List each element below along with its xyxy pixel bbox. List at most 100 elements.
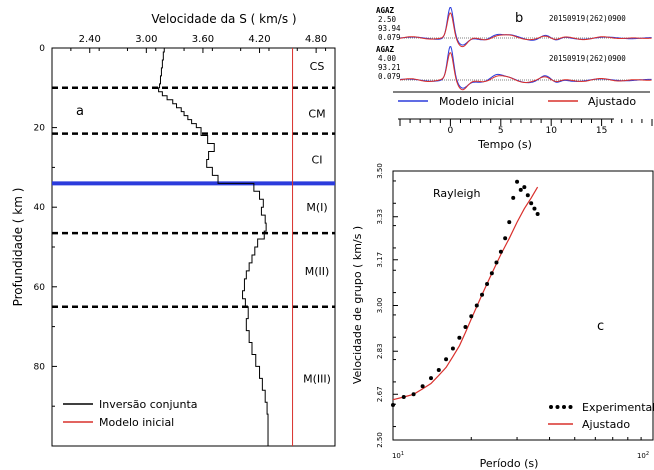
- time-tick-label-1: 5: [498, 126, 504, 136]
- experimental-point-8: [457, 335, 462, 340]
- y-tick-label-3: 60: [34, 283, 46, 293]
- panel-b-trace2-header: AGAZ 4.00 93.21 0.079 20150919(262)0900: [376, 45, 626, 81]
- experimental-point-18: [507, 220, 512, 225]
- experimental-point-3: [420, 384, 425, 389]
- panel-b-letter: b: [515, 11, 523, 26]
- trace2-value-2: 93.21: [378, 63, 401, 72]
- trace2-value-3: 0.079: [378, 72, 401, 81]
- legend-dot-0: [549, 405, 553, 409]
- experimental-point-10: [469, 314, 474, 319]
- legend-label-adjusted-b: Ajustado: [588, 95, 636, 108]
- layer-label-2: CI: [312, 153, 323, 166]
- y-tick-label-4: 80: [34, 362, 46, 372]
- panel-a-layer-boundaries: [52, 86, 335, 308]
- experimental-point-13: [485, 281, 490, 286]
- panel-b-time-ticks: 0 5 10 15: [399, 119, 653, 136]
- legend-dot-1: [555, 405, 560, 409]
- y-tick-label-0: 0: [39, 44, 45, 54]
- panel-c-x-ticks: 101 102: [392, 434, 654, 460]
- legend-swatch-experimental: [549, 405, 573, 409]
- legend-label-adjusted-c: Ajustado: [582, 418, 630, 431]
- experimental-point-26: [535, 212, 540, 217]
- experimental-point-1: [401, 394, 406, 399]
- experimental-point-12: [480, 292, 485, 297]
- panel-a-x-ticks: 2.40 3.00 3.60 4.20 4.80: [70, 34, 327, 53]
- experimental-point-7: [450, 346, 455, 351]
- layer-label-5: M(III): [303, 372, 331, 385]
- experimental-point-17: [503, 236, 508, 241]
- trace2-adjusted-waveform: [399, 52, 652, 91]
- experimental-point-15: [494, 260, 499, 265]
- panel-a: Velocidade da S ( km/s ) Profundidade ( …: [11, 12, 336, 447]
- panel-b: AGAZ 2.50 93.94 0.079 20150919(262)0900 …: [376, 6, 653, 151]
- x-tick-label-1: 3.00: [135, 34, 157, 45]
- legend-dot-2: [562, 405, 566, 409]
- experimental-point-19: [511, 195, 516, 200]
- panel-c-y-label: Velocidade de grupo ( km/s ): [351, 226, 364, 384]
- c-y-tick-label-0: 3.50: [376, 163, 384, 179]
- trace1-value-1: 2.50: [378, 15, 397, 24]
- c-x-tick-exponent-0: 1: [401, 451, 404, 457]
- y-tick-label-2: 40: [34, 203, 46, 213]
- panel-a-letter: a: [76, 104, 84, 119]
- experimental-point-6: [444, 357, 449, 362]
- panel-a-legend: Inversão conjunta Modelo inicial: [63, 398, 198, 429]
- trace2-initial-model-waveform: [399, 46, 652, 89]
- panel-a-x-label: Velocidade da S ( km/s ): [151, 12, 296, 26]
- experimental-point-22: [522, 185, 527, 190]
- experimental-point-5: [436, 368, 441, 373]
- experimental-point-2: [411, 392, 416, 397]
- panel-c-x-label: Período (s): [480, 457, 539, 470]
- panel-b-legend: Modelo inicial Ajustado: [398, 95, 636, 108]
- experimental-point-14: [489, 271, 494, 276]
- c-y-tick-label-5: 2.67: [376, 386, 384, 402]
- c-y-tick-label-4: 2.83: [376, 343, 384, 359]
- panel-c-legend: Experimental Ajustado: [548, 401, 654, 431]
- c-y-tick-label-3: 3.00: [376, 298, 384, 314]
- panel-b-trace1-header: AGAZ 2.50 93.94 0.079 20150919(262)0900: [376, 6, 626, 42]
- experimental-point-9: [463, 325, 468, 330]
- panel-c: Velocidade de grupo ( km/s ) Período (s)…: [351, 163, 654, 470]
- time-tick-label-3: 15: [596, 126, 607, 136]
- x-tick-label-3: 4.20: [248, 34, 270, 45]
- panel-c-letter: c: [597, 319, 604, 334]
- experimental-point-11: [474, 303, 479, 308]
- layer-label-0: CS: [310, 60, 325, 73]
- c-y-tick-label-6: 2.50: [376, 432, 384, 448]
- layer-label-1: CM: [308, 108, 325, 121]
- trace1-station: AGAZ: [376, 6, 395, 15]
- trace2-station: AGAZ: [376, 45, 395, 54]
- panel-b-x-label: Tempo (s): [477, 138, 532, 151]
- experimental-point-24: [529, 201, 534, 206]
- experimental-point-0: [391, 403, 395, 408]
- layer-label-4: M(II): [305, 265, 330, 278]
- trace1-value-2: 93.94: [378, 24, 401, 33]
- c-x-tick-label-0: 101: [392, 451, 404, 460]
- experimental-point-25: [532, 206, 537, 211]
- legend-label-experimental: Experimental: [582, 401, 654, 414]
- trace1-event: 20150919(262)0900: [549, 14, 626, 23]
- panel-c-experimental-points: [391, 179, 540, 408]
- x-tick-label-2: 3.60: [192, 34, 214, 45]
- legend-dot-3: [568, 405, 573, 409]
- panel-c-annotation: Rayleigh: [433, 187, 481, 200]
- c-y-tick-label-2: 3.17: [376, 252, 384, 268]
- time-tick-label-0: 0: [448, 126, 454, 136]
- experimental-point-4: [428, 376, 433, 381]
- x-tick-label-0: 2.40: [79, 34, 101, 45]
- legend-label-initial-b: Modelo inicial: [439, 95, 514, 108]
- time-tick-label-2: 10: [545, 126, 557, 136]
- layer-label-3: M(I): [306, 201, 327, 214]
- trace1-value-3: 0.079: [378, 33, 401, 42]
- legend-label-initial: Modelo inicial: [99, 416, 174, 429]
- trace2-event: 20150919(262)0900: [549, 54, 626, 63]
- panel-a-y-label: Profundidade ( km ): [11, 188, 25, 307]
- trace1-adjusted-waveform: [399, 12, 652, 48]
- x-tick-label-4: 4.80: [305, 34, 327, 45]
- panel-a-y-ticks: 0 20 40 60 80: [34, 44, 57, 407]
- panel-a-layer-labels: CS CM CI M(I) M(II) M(III): [303, 60, 331, 385]
- experimental-point-21: [518, 187, 523, 192]
- trace2-value-1: 4.00: [378, 54, 397, 63]
- legend-label-inversion: Inversão conjunta: [99, 398, 198, 411]
